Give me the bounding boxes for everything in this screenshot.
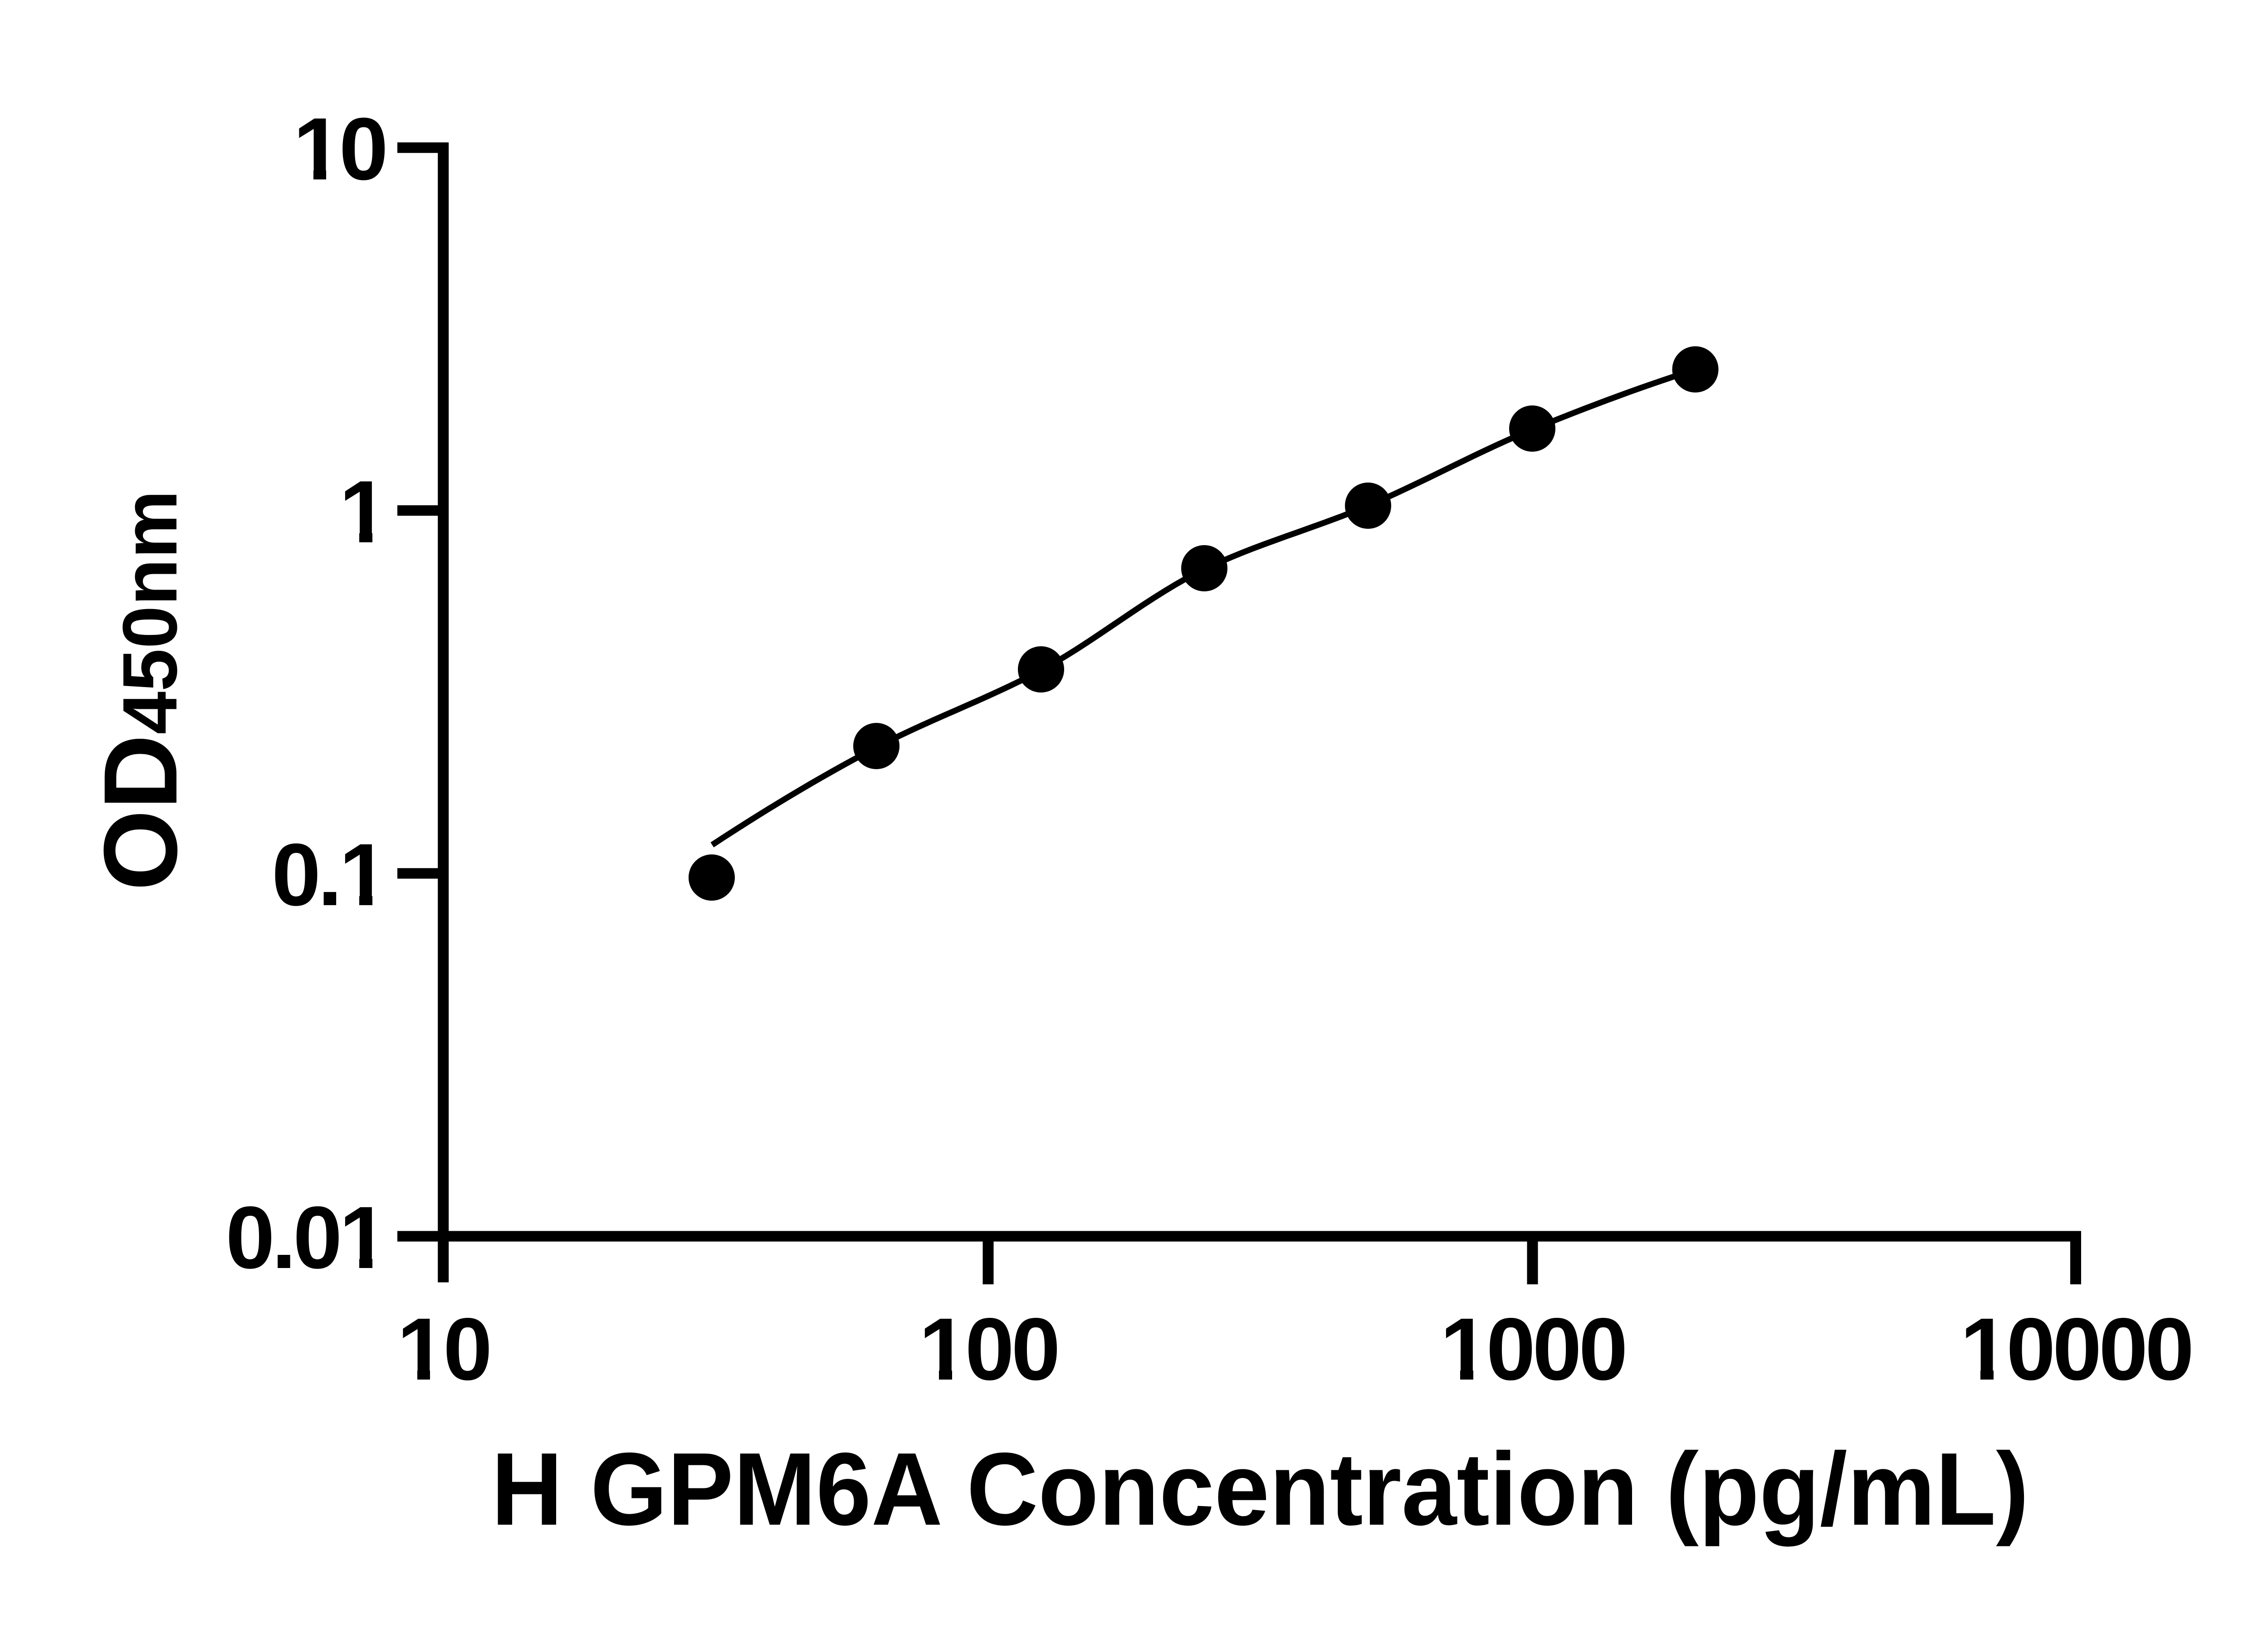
svg-text:100: 100 (919, 1300, 1058, 1399)
svg-text:1000: 1000 (1440, 1300, 1625, 1399)
svg-text:10: 10 (293, 100, 385, 199)
svg-text:10: 10 (397, 1300, 489, 1399)
svg-text:OD450nm: OD450nm (82, 490, 199, 891)
svg-text:H GPM6A Concentration (pg/mL): H GPM6A Concentration (pg/mL) (491, 1432, 2029, 1547)
svg-text:10000: 10000 (1960, 1300, 2191, 1399)
svg-text:0.1: 0.1 (272, 825, 386, 924)
svg-text:1: 1 (339, 463, 386, 561)
svg-text:0.01: 0.01 (225, 1188, 386, 1287)
